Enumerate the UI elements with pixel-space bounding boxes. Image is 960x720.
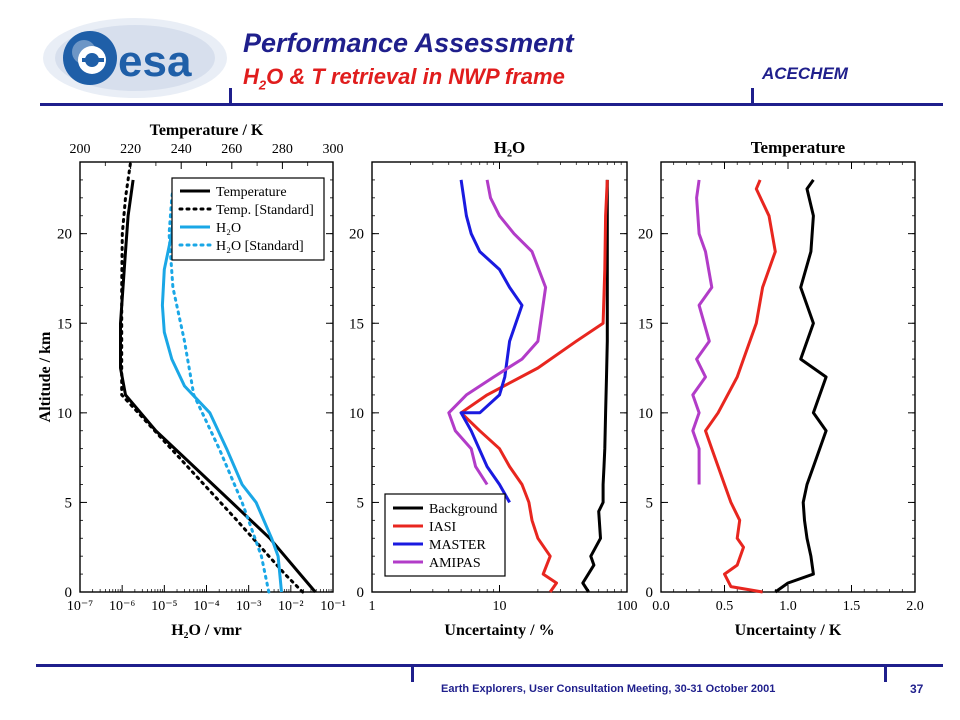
series-line-iasi (459, 179, 609, 593)
x-tick-label: 0.0 (652, 599, 670, 614)
chart-title: H₂O (494, 138, 526, 157)
series-line-amipas (691, 179, 714, 485)
legend-label: H₂O (216, 221, 241, 236)
logo-wordmark: esa (118, 37, 192, 86)
y-tick-label: 15 (638, 316, 653, 332)
legend-label: Temp. [Standard] (216, 203, 314, 218)
page-title: Performance Assessment (243, 28, 574, 58)
x-tick-label: 0.5 (716, 599, 734, 614)
bottom-tick-label: 10⁻² (278, 599, 304, 614)
x-tick-label: 1 (369, 599, 376, 614)
series-line-amipas (447, 179, 548, 486)
series-line-temp-standard- (120, 160, 305, 594)
bottom-tick-label: 10⁻³ (236, 599, 262, 614)
x-tick-label: 2.0 (906, 599, 924, 614)
y-tick-label: 10 (57, 406, 72, 422)
y-tick-label: 5 (357, 495, 365, 511)
bottom-tick-label: 10⁻⁷ (67, 599, 93, 614)
bottom-tick-label: 10⁻⁵ (151, 599, 177, 614)
series-line-background (581, 179, 609, 593)
top-tick-label: 280 (272, 142, 293, 157)
y-tick-label: 20 (349, 227, 364, 243)
legend-label: Temperature (216, 185, 287, 200)
series-line-iasi (704, 179, 777, 594)
series-line-h-o-standard- (167, 178, 271, 594)
y-tick-label: 10 (638, 406, 653, 422)
series-line-background (774, 179, 828, 594)
header-tick-left (229, 88, 232, 104)
legend-label: AMIPAS (429, 556, 481, 571)
header-divider (40, 103, 943, 106)
top-tick-label: 220 (120, 142, 141, 157)
y-tick-label: 5 (65, 495, 73, 511)
legend-label: H₂O [Standard] (216, 239, 304, 254)
footer-text: Earth Explorers, User Consultation Meeti… (441, 683, 776, 695)
project-label: ACECHEM (762, 64, 848, 83)
series-line-master (459, 179, 524, 504)
chart-title: Temperature (751, 138, 846, 157)
bottom-tick-label: 10⁻⁴ (193, 599, 219, 614)
page-number: 37 (910, 682, 924, 696)
y-tick-label: 0 (357, 585, 365, 601)
footer-divider (36, 664, 943, 667)
bottom-tick-label: 10⁻⁶ (109, 599, 135, 614)
top-tick-label: 300 (323, 142, 344, 157)
y-tick-label: 20 (57, 227, 72, 243)
y-tick-label: 15 (349, 316, 364, 332)
x-tick-label: 1.5 (843, 599, 861, 614)
legend-label: MASTER (429, 538, 486, 553)
page-subtitle: H2O & T retrieval in NWP frame (243, 64, 565, 93)
series-line-temperature (119, 179, 317, 593)
x-axis-label: Uncertainty / K (735, 622, 842, 639)
profile-chart: 0 5 10 15 20 Altitude / km 200 220 240 260 280 300 T… (37, 122, 346, 639)
temperature-uncertainty-chart: 0 5 10 15 20 Temperature 0.0 0.5 1.0 1.5 2.0 Uncert… (638, 138, 924, 639)
header-tick-right (751, 88, 754, 104)
y-tick-label: 0 (65, 585, 73, 601)
x-tick-label: 1.0 (779, 599, 797, 614)
y-tick-label: 0 (646, 585, 654, 601)
x-tick-label: 10 (493, 599, 507, 614)
x-axis-label: Uncertainty / % (444, 622, 554, 639)
legend-label: IASI (429, 520, 457, 535)
bottom-tick-label: 10⁻¹ (320, 599, 346, 614)
top-tick-label: 260 (221, 142, 242, 157)
legend-label: Background (429, 502, 497, 517)
esa-logo: esa (40, 14, 230, 102)
y-tick-label: 15 (57, 316, 72, 332)
bottom-axis-label: H₂O / vmr (171, 622, 242, 639)
footer-tick-right (884, 664, 887, 682)
h2o-uncertainty-chart: 0 5 10 15 20 H₂O 1 10 100 Uncertainty / % Backgrou… (349, 138, 638, 639)
y-tick-label: 5 (646, 495, 654, 511)
y-tick-label: 10 (349, 406, 364, 422)
top-tick-label: 240 (171, 142, 192, 157)
top-tick-label: 200 (70, 142, 91, 157)
x-tick-label: 100 (617, 599, 638, 614)
y-axis-label: Altitude / km (37, 331, 54, 422)
footer-tick-left (411, 664, 414, 682)
top-axis-label: Temperature / K (150, 122, 264, 139)
y-tick-label: 20 (638, 227, 653, 243)
